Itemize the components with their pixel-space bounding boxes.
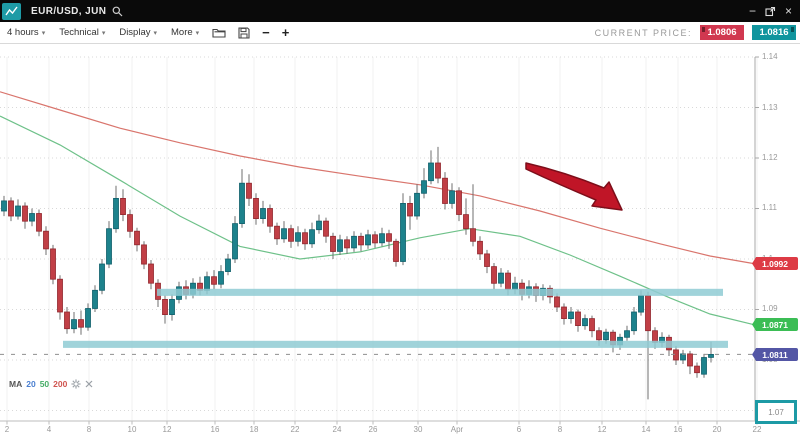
zoom-out-button[interactable]: −: [256, 23, 276, 43]
ask-tick-icon: [791, 27, 794, 32]
close-button[interactable]: ×: [784, 4, 792, 18]
x-axis-label: 16: [210, 425, 220, 434]
technical-menu[interactable]: Technical ▾: [52, 22, 112, 44]
titlebar: EUR/USD, JUN − ×: [0, 0, 800, 22]
bid-tick-icon: [702, 27, 705, 32]
x-axis-label: 4: [46, 425, 52, 434]
save-icon[interactable]: [232, 26, 256, 39]
toolbar: 4 hours ▾ Technical ▾ Display ▾ More ▾: [0, 22, 800, 44]
bid-price-badge: 1.0806: [700, 25, 744, 40]
x-axis-label: 16: [673, 425, 683, 434]
y-axis-label: 1.14: [762, 52, 778, 61]
window-controls: − ×: [749, 0, 800, 22]
gear-icon[interactable]: [71, 379, 81, 389]
minimize-button[interactable]: −: [748, 4, 756, 18]
chevron-down-icon: ▾: [101, 29, 106, 37]
x-axis-label: 26: [368, 425, 378, 434]
more-menu[interactable]: More ▾: [164, 22, 206, 44]
y-axis-label: 1.09: [762, 304, 778, 313]
chevron-down-icon: ▾: [41, 29, 46, 37]
display-menu[interactable]: Display ▾: [112, 22, 164, 44]
x-axis-label: 12: [162, 425, 172, 434]
x-axis-label: 2: [4, 425, 10, 434]
ask-price-badge: 1.0816: [752, 25, 796, 40]
app-logo-icon: [2, 2, 21, 20]
ma-period-200: 200: [53, 379, 68, 389]
x-axis-label: Apr: [450, 425, 464, 434]
current-price-label: CURRENT PRICE:: [594, 27, 692, 38]
x-axis-label: 12: [597, 425, 607, 434]
candlestick-plot: [0, 56, 800, 425]
axis-price-badge: 1.0811: [752, 348, 798, 361]
chevron-down-icon: ▾: [153, 29, 157, 37]
x-axis-label: 8: [86, 425, 92, 434]
x-axis-label: 20: [712, 425, 722, 434]
red-arrow-annotation: [525, 162, 623, 211]
timeframe-menu[interactable]: 4 hours ▾: [0, 22, 52, 44]
x-axis-label: 14: [641, 425, 651, 434]
y-axis-label: 1.12: [762, 153, 778, 162]
close-indicator-icon[interactable]: [85, 380, 93, 388]
current-price-group: CURRENT PRICE: 1.0806 1.0816: [595, 25, 796, 40]
chart-area[interactable]: 1.07 MA 20 50 200 1.141.131.121.111.11.0…: [0, 44, 800, 436]
ma-legend: MA 20 50 200: [9, 379, 93, 389]
target-price-box: 1.07: [755, 400, 797, 424]
ma-period-50: 50: [39, 379, 50, 389]
y-axis-label: 1.11: [762, 203, 777, 212]
axis-price-badge: 1.0992: [752, 257, 798, 270]
x-axis-label: 18: [249, 425, 259, 434]
x-axis-label: 22: [752, 425, 762, 434]
x-axis-label: 30: [413, 425, 423, 434]
axis-price-badge: 1.0871: [752, 318, 798, 331]
ma-period-20: 20: [26, 379, 36, 389]
x-axis-label: 24: [332, 425, 342, 434]
open-folder-icon[interactable]: [206, 27, 232, 38]
x-axis-label: 10: [127, 425, 137, 434]
ma-legend-label: MA: [9, 379, 23, 389]
x-axis-label: 6: [516, 425, 522, 434]
symbol-tab-label: EUR/USD, JUN: [31, 5, 107, 17]
search-icon[interactable]: [112, 6, 123, 17]
popout-button[interactable]: [765, 6, 776, 17]
x-axis-label: 22: [290, 425, 300, 434]
symbol-tab[interactable]: EUR/USD, JUN: [21, 0, 133, 22]
x-axis-label: 8: [557, 425, 563, 434]
y-axis-label: 1.13: [762, 103, 778, 112]
chevron-down-icon: ▾: [195, 29, 200, 37]
zoom-in-button[interactable]: +: [276, 23, 296, 43]
